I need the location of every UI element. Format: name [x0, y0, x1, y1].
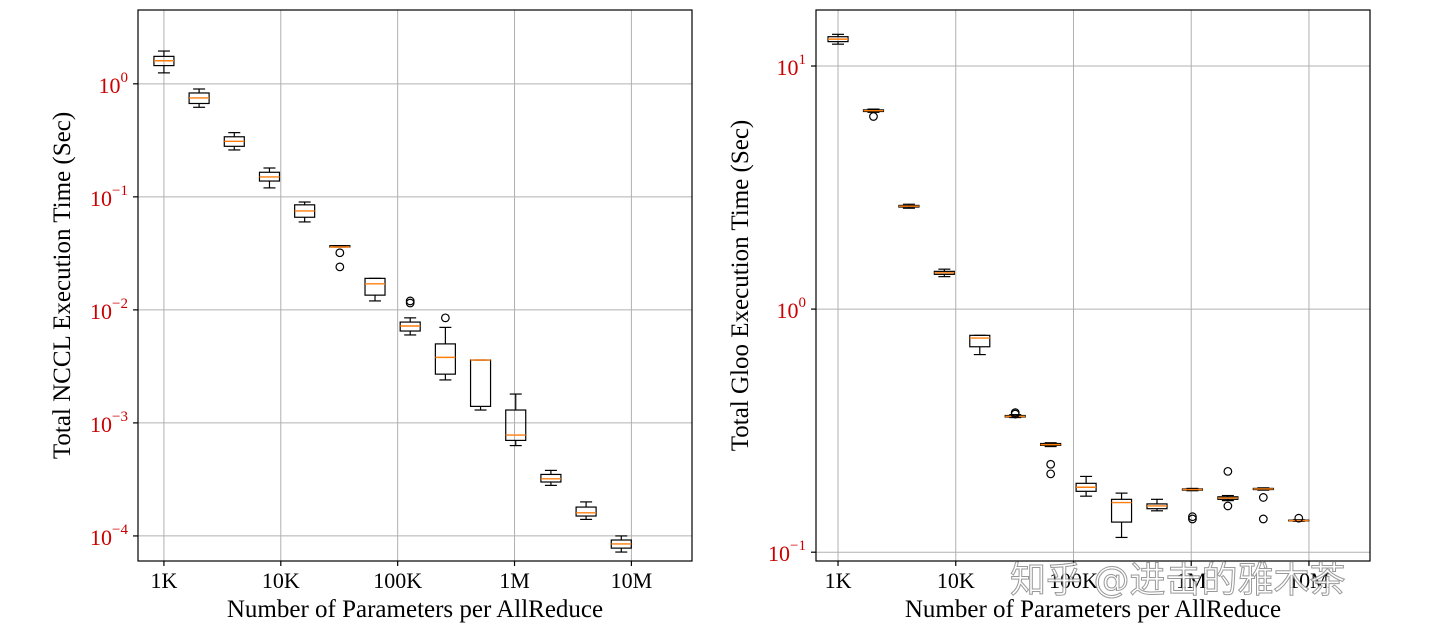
box-item — [540, 469, 562, 486]
box-item — [1252, 487, 1274, 524]
box-item — [575, 501, 597, 521]
box-item — [1110, 492, 1133, 539]
box-item — [610, 535, 632, 553]
y-tick-label: 10−3 — [90, 409, 128, 437]
x-tick-label: 1K — [825, 568, 852, 593]
y-tick-label: 10−2 — [90, 296, 128, 324]
outlier-point — [869, 112, 878, 121]
outlier-point — [1258, 493, 1268, 502]
x-tick-label: 1M — [1176, 568, 1207, 593]
box-item — [223, 132, 245, 151]
box-item — [399, 296, 421, 336]
iqr-box — [969, 334, 991, 348]
outlier-point — [1010, 408, 1020, 418]
box-item — [1288, 513, 1310, 523]
x-tick-label: 10K — [937, 568, 975, 593]
gloo-boxplot-panel: 1K 10K 100K 1M 10M 101 100 10−1 Number of Parame… — [727, 9, 1371, 623]
outlier-point — [1046, 459, 1056, 469]
outlier-point — [1223, 466, 1233, 476]
x-tick-label: 1K — [150, 568, 177, 593]
boxes — [827, 33, 1310, 539]
box-item — [505, 393, 527, 447]
x-tick-label: 100K — [373, 568, 422, 593]
y-tick-label: 101 — [777, 52, 807, 80]
outlier-point — [335, 248, 345, 258]
boxes — [153, 50, 632, 553]
box-item — [1075, 475, 1097, 497]
box-item — [969, 334, 991, 356]
x-tick-label: 10K — [262, 568, 300, 593]
outlier-point — [1188, 514, 1197, 524]
grid-lines — [138, 10, 692, 561]
x-axis-label: Number of Parameters per AllReduce — [227, 596, 603, 623]
box-item — [1040, 442, 1062, 479]
watermark-text: 知乎 @进击的雅木茶 — [1010, 560, 1345, 601]
outlier-point — [335, 262, 345, 272]
box-item — [1181, 487, 1204, 524]
box-item — [153, 50, 175, 74]
outlier-point — [1258, 514, 1268, 524]
box-item — [933, 268, 955, 278]
outlier-point — [1046, 469, 1056, 479]
axes-frame — [815, 9, 1371, 562]
box-item — [898, 203, 920, 209]
iqr-box — [434, 343, 456, 375]
x-tick-label: 100K — [1049, 568, 1098, 593]
iqr-box — [469, 359, 492, 407]
y-tick-label: 100 — [99, 70, 129, 98]
box-item — [1146, 498, 1168, 512]
y-tick-label: 10−1 — [768, 538, 806, 566]
box-item — [434, 313, 456, 381]
y-tick-label: 10−1 — [90, 183, 128, 211]
box-item — [469, 359, 492, 411]
box-item — [188, 88, 210, 108]
outlier-point — [1294, 513, 1304, 523]
y-tick-label: 100 — [777, 295, 807, 323]
x-axis-label: Number of Parameters per AllReduce — [905, 596, 1281, 623]
outlier-point — [440, 313, 450, 323]
box-item — [1217, 466, 1239, 511]
outlier-point — [1223, 501, 1233, 511]
box-item — [827, 33, 849, 45]
x-tick-label: 10M — [1288, 568, 1330, 593]
box-item — [364, 277, 386, 302]
box-item — [329, 245, 351, 272]
x-tick-label: 1M — [499, 568, 530, 593]
iqr-box — [575, 506, 597, 517]
y-axis-label: Total Gloo Execution Time (Sec) — [727, 120, 754, 452]
iqr-box — [505, 409, 527, 442]
outlier-point — [405, 296, 415, 306]
x-tick-label: 10M — [611, 568, 653, 593]
box-item — [862, 108, 885, 121]
grid-lines — [816, 10, 1370, 561]
y-axis-label: Total NCCL Execution Time (Sec) — [49, 112, 76, 459]
iqr-box — [1110, 498, 1133, 523]
box-item — [1004, 408, 1026, 419]
outlier-point — [1188, 512, 1197, 522]
box-item — [294, 201, 316, 223]
axes-frame — [137, 9, 693, 562]
nccl-boxplot-panel: 1K 10K 100K 1M 10M 100 10−1 10−2 10−3 10−4 Number … — [49, 9, 693, 623]
y-tick-label: 10−4 — [90, 522, 128, 550]
box-item — [258, 167, 281, 189]
iqr-box — [364, 277, 386, 296]
